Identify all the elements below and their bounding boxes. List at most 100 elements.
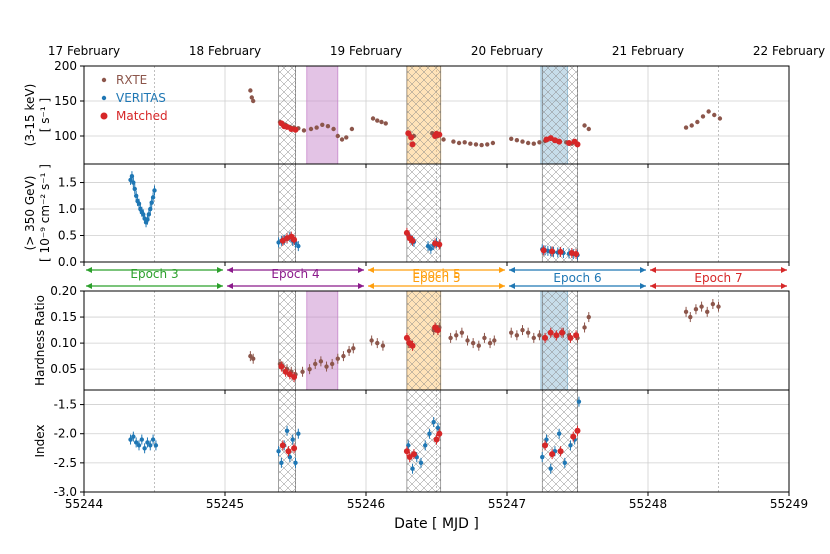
matched-point bbox=[409, 141, 416, 148]
rxte-point bbox=[465, 338, 470, 343]
matched-point bbox=[291, 445, 298, 452]
veritas-point bbox=[562, 460, 568, 466]
rxte-point bbox=[582, 325, 587, 330]
matched-point bbox=[403, 448, 410, 455]
rxte-point bbox=[349, 126, 355, 132]
matched-point bbox=[574, 427, 581, 434]
y-axis-label: Hardness Ratio bbox=[33, 295, 47, 386]
rxte-point bbox=[248, 353, 253, 359]
rxte-point bbox=[468, 141, 473, 146]
rxte-point bbox=[351, 346, 356, 351]
matched-point bbox=[436, 430, 443, 437]
rxte-point bbox=[487, 340, 493, 346]
y-tick-label: -2.5 bbox=[54, 456, 77, 470]
legend-marker bbox=[100, 112, 108, 120]
matched-point bbox=[557, 448, 564, 455]
rxte-point bbox=[525, 140, 531, 146]
hatched-region bbox=[278, 65, 296, 165]
veritas-point bbox=[136, 443, 142, 448]
y-tick-label: -1.5 bbox=[54, 398, 77, 412]
y-tick-label: 150 bbox=[54, 94, 77, 108]
rxte-point bbox=[370, 116, 376, 121]
epoch-arrowhead-left bbox=[227, 267, 233, 273]
epoch-arrowhead-right bbox=[781, 267, 787, 273]
rxte-point bbox=[383, 121, 388, 126]
matched-point bbox=[406, 454, 413, 461]
epoch-arrowhead-right bbox=[358, 267, 364, 273]
rxte-point bbox=[375, 340, 380, 346]
epoch-arrowhead-right bbox=[217, 283, 223, 289]
matched-point bbox=[574, 141, 581, 148]
matched-point bbox=[570, 433, 577, 440]
legend-marker bbox=[101, 95, 107, 101]
veritas-point bbox=[132, 186, 137, 192]
rxte-point bbox=[341, 353, 346, 359]
veritas-point bbox=[129, 173, 135, 179]
veritas-point bbox=[128, 437, 133, 442]
panel-frame bbox=[83, 163, 790, 263]
rxte-point bbox=[514, 333, 520, 338]
rxte-point bbox=[586, 126, 591, 132]
shaded-region bbox=[306, 65, 339, 165]
hatched-region bbox=[541, 65, 578, 165]
matched-point bbox=[556, 138, 563, 145]
matched-point bbox=[542, 442, 549, 449]
rxte-point bbox=[329, 361, 335, 367]
y-tick-label: 100 bbox=[54, 129, 77, 143]
veritas-point bbox=[568, 443, 573, 448]
legend-label: VERITAS bbox=[116, 91, 166, 105]
matched-point bbox=[573, 332, 580, 339]
hatched-region bbox=[406, 163, 442, 263]
y-tick-label: 1.5 bbox=[58, 176, 77, 190]
y-tick-label: 0.10 bbox=[50, 336, 77, 350]
epoch-label: Epoch 5 bbox=[412, 267, 460, 281]
rxte-point bbox=[335, 356, 340, 361]
veritas-point bbox=[133, 440, 139, 445]
rxte-point bbox=[313, 361, 318, 367]
x-tick-label: 55244 bbox=[65, 497, 103, 511]
veritas-point bbox=[150, 437, 156, 442]
epoch-arrowhead-left bbox=[368, 267, 374, 273]
veritas-point bbox=[142, 446, 147, 451]
epoch-arrowhead-left bbox=[227, 283, 233, 289]
matched-point bbox=[566, 140, 573, 146]
rxte-point bbox=[699, 304, 704, 309]
matched-point bbox=[547, 329, 554, 336]
frame-layer bbox=[80, 65, 790, 496]
rxte-point bbox=[448, 335, 453, 341]
matched-point bbox=[436, 241, 443, 248]
epoch-label: Epoch 4 bbox=[271, 267, 319, 281]
y-axis-label: (> 350 GeV) bbox=[23, 176, 37, 251]
rxte-point bbox=[339, 137, 345, 142]
matched-point bbox=[403, 334, 410, 341]
date-label: 21 February bbox=[612, 44, 684, 58]
rxte-point bbox=[693, 307, 699, 312]
x-tick-label: 55245 bbox=[206, 497, 244, 511]
x-axis-label: Date [ MJD ] bbox=[394, 516, 479, 532]
rxte-point bbox=[379, 119, 384, 125]
veritas-point bbox=[428, 246, 434, 251]
epoch-arrowhead-right bbox=[640, 283, 646, 289]
rxte-point bbox=[473, 142, 479, 147]
rxte-point bbox=[314, 125, 319, 130]
hatched-region bbox=[406, 65, 442, 165]
x-tick-label: 55246 bbox=[347, 497, 385, 511]
y-tick-label: 200 bbox=[54, 59, 77, 73]
y-tick-label: 0.5 bbox=[58, 229, 77, 243]
matched-point bbox=[436, 131, 443, 138]
x-tick-label: 55248 bbox=[629, 497, 667, 511]
epoch-arrowhead-left bbox=[509, 267, 515, 273]
veritas-point bbox=[148, 206, 153, 212]
veritas-point bbox=[131, 434, 136, 439]
matched-point bbox=[433, 436, 440, 443]
veritas-point bbox=[153, 443, 159, 448]
matched-point bbox=[278, 363, 285, 370]
date-label: 20 February bbox=[471, 44, 543, 58]
rxte-point bbox=[459, 330, 465, 335]
veritas-point bbox=[152, 188, 157, 193]
veritas-point bbox=[131, 180, 136, 185]
veritas-point bbox=[148, 443, 153, 448]
rxte-point bbox=[470, 340, 476, 346]
rxte-point bbox=[520, 327, 525, 333]
panel-frame bbox=[83, 389, 790, 493]
